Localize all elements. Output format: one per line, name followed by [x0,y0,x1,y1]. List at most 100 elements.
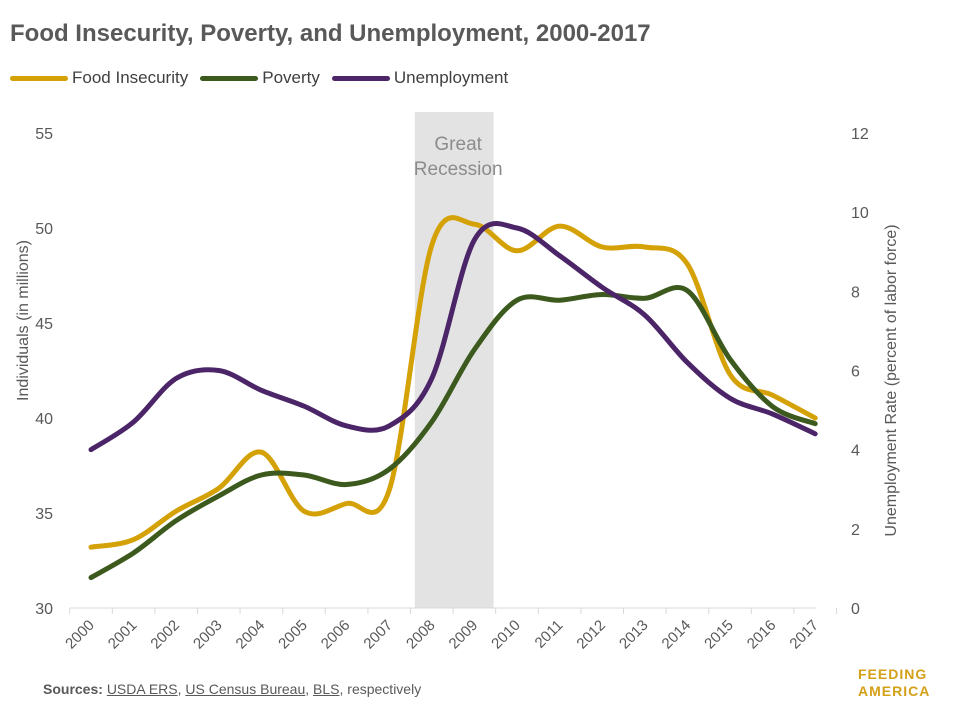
data-point-unemployment [813,432,817,436]
data-point-food-insecurity [600,245,604,249]
data-point-unemployment [387,424,391,428]
data-point-unemployment [345,424,349,428]
data-point-food-insecurity [302,509,306,513]
data-point-unemployment [771,412,775,416]
x-tick-label: 2017 [786,617,822,653]
data-point-unemployment [472,238,476,242]
data-point-poverty [813,422,817,426]
data-point-poverty [89,576,93,580]
legend-item-food-insecurity: Food Insecurity [10,68,188,88]
x-tick-label: 2002 [147,617,183,653]
data-point-poverty [387,467,391,471]
x-tick-label: 2013 [616,617,652,653]
logo-line-2: AMERICA [858,683,931,699]
x-tick-label: 2009 [446,617,482,653]
data-point-unemployment [643,313,647,317]
y2-tick-label: 8 [851,284,860,301]
y2-tick-label: 10 [851,205,869,222]
x-tick-label: 2011 [532,617,567,652]
y-tick-label: 35 [35,506,53,523]
source-link-census[interactable]: US Census Bureau [185,681,306,697]
y2-tick-label: 2 [851,522,860,539]
x-tick-label: 2008 [403,617,439,653]
legend-label-unemployment: Unemployment [393,68,509,87]
data-point-food-insecurity [685,262,689,266]
great-recession-label: Recession [414,159,503,180]
data-point-food-insecurity [174,509,178,513]
data-point-poverty [345,483,349,486]
data-point-food-insecurity [472,222,476,226]
data-point-unemployment [430,376,434,380]
source-link-bls[interactable]: BLS [313,681,340,697]
data-point-unemployment [558,254,562,258]
data-point-poverty [685,289,689,293]
x-tick-label: 2012 [573,617,609,653]
legend-item-unemployment: Unemployment [331,68,509,88]
data-point-unemployment [728,396,732,400]
logo-line-1: FEEDING [858,666,928,682]
x-tick-label: 2004 [233,617,269,653]
sources-suffix: , respectively [339,681,422,697]
data-point-unemployment [174,376,178,380]
data-point-unemployment [515,226,519,230]
y2-tick-label: 0 [851,601,860,618]
legend-item-poverty: Poverty [200,68,320,88]
data-point-unemployment [259,388,263,392]
data-point-poverty [643,296,647,300]
data-point-poverty [174,519,178,523]
data-point-food-insecurity [558,224,562,228]
legend-swatch-poverty [200,75,259,81]
legend: Food Insecurity Poverty Unemployment [10,68,520,88]
data-point-unemployment [132,420,136,424]
y2-tick-label: 4 [851,443,860,460]
data-point-food-insecurity [89,545,93,549]
y-tick-label: 55 [35,126,53,143]
data-point-food-insecurity [345,502,349,505]
data-point-food-insecurity [217,486,221,490]
y2-tick-label: 6 [851,364,860,381]
data-point-poverty [217,494,221,498]
data-point-food-insecurity [515,249,519,253]
x-tick-label: 2001 [105,617,141,653]
data-point-food-insecurity [259,450,263,454]
y-tick-label: 40 [35,411,53,428]
y-tick-label: 45 [35,316,53,333]
x-tick-label: 2005 [275,617,311,653]
x-tick-label: 2016 [744,617,780,653]
data-point-poverty [259,473,263,477]
data-point-poverty [728,357,732,361]
y2-axis-title: Unemployment Rate (percent of labor forc… [883,224,900,536]
data-point-food-insecurity [813,416,817,420]
legend-label-poverty: Poverty [262,68,320,87]
data-point-food-insecurity [387,488,391,492]
x-tick-label: 2006 [318,617,354,653]
y-tick-label: 50 [35,221,53,238]
data-point-unemployment [89,448,93,452]
source-link-usda-ers[interactable]: USDA ERS [106,681,178,697]
data-point-poverty [515,298,519,302]
x-tick-label: 2010 [488,617,524,653]
feeding-america-logo: FEEDING AMERICA [858,666,938,706]
y-axis-title: Individuals (in millions) [15,240,32,401]
data-point-food-insecurity [430,243,434,247]
y-tick-label: 30 [35,601,53,618]
data-point-poverty [430,420,434,424]
x-tick-label: 2007 [360,617,396,653]
legend-swatch-unemployment [331,75,390,81]
data-point-poverty [558,298,562,302]
data-point-food-insecurity [771,393,775,397]
data-point-poverty [600,293,604,296]
y2-tick-label: 12 [851,126,869,143]
great-recession-label: Great [434,134,482,155]
data-point-unemployment [600,285,604,289]
legend-swatch-food-insecurity [10,75,68,81]
data-point-poverty [302,473,306,477]
legend-label-food-insecurity: Food Insecurity [72,68,189,87]
x-tick-label: 2000 [62,617,98,653]
x-tick-label: 2014 [659,617,695,653]
data-point-poverty [132,551,136,555]
data-point-poverty [472,348,476,352]
x-tick-label: 2003 [190,617,226,653]
data-point-poverty [771,405,775,409]
